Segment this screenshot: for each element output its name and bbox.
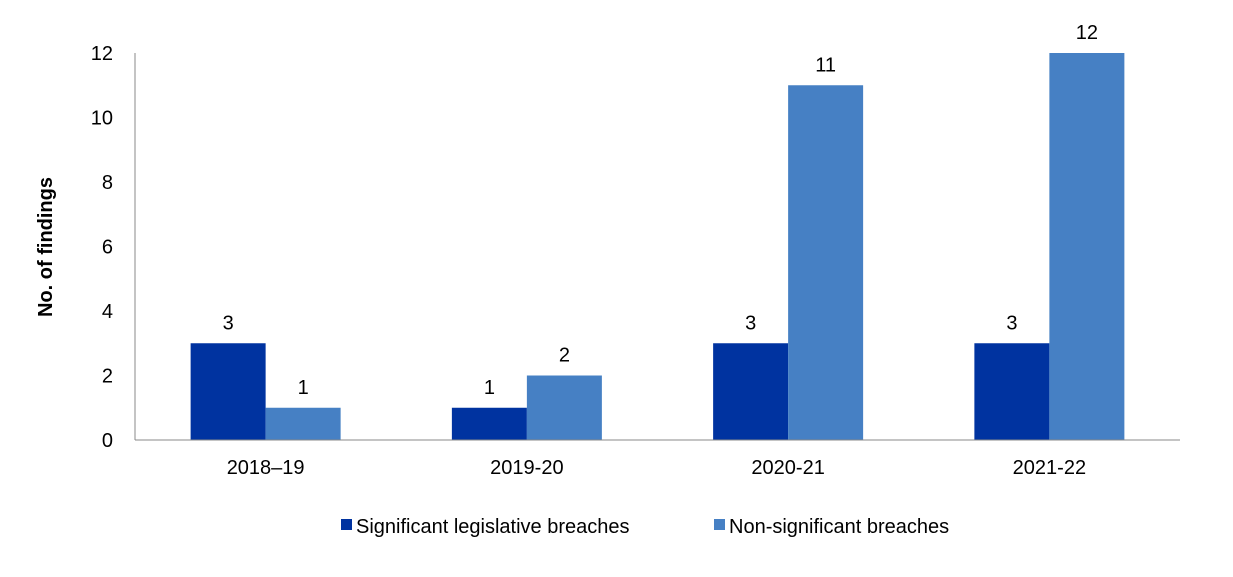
x-tick-label: 2020-21 [751, 457, 824, 479]
data-label: 12 [1076, 22, 1098, 44]
data-label: 2 [559, 345, 570, 367]
bar-non-significant [526, 375, 602, 440]
bar-significant [713, 343, 789, 440]
x-tick-label: 2018–19 [227, 457, 305, 479]
bar-non-significant [788, 85, 864, 440]
bar-non-significant [1049, 53, 1125, 440]
data-label: 11 [815, 54, 836, 76]
bar-significant [190, 343, 266, 440]
data-label: 3 [745, 312, 756, 334]
bar-significant [974, 343, 1050, 440]
y-tick-label: 8 [102, 172, 113, 194]
y-tick-label: 12 [91, 43, 113, 65]
legend: Significant legislative breaches Non-sign… [341, 516, 949, 538]
legend-label: Significant legislative breaches [356, 516, 630, 538]
legend-label: Non-significant breaches [729, 516, 949, 538]
y-tick-label: 0 [102, 430, 113, 452]
y-axis-title: No. of findings [35, 177, 57, 317]
data-label: 3 [223, 312, 234, 334]
data-label: 3 [1006, 312, 1017, 334]
legend-swatch [341, 519, 352, 530]
y-tick-label: 2 [102, 366, 113, 388]
y-tick-label: 6 [102, 237, 113, 259]
bar-significant [451, 407, 527, 440]
legend-swatch [714, 519, 725, 530]
y-tick-label: 4 [102, 301, 113, 323]
y-tick-label: 10 [91, 108, 113, 130]
data-label: 1 [298, 377, 309, 399]
bar-non-significant [265, 407, 341, 440]
data-label: 1 [484, 377, 495, 399]
x-tick-label: 2021-22 [1013, 457, 1086, 479]
x-tick-label: 2019-20 [490, 457, 563, 479]
